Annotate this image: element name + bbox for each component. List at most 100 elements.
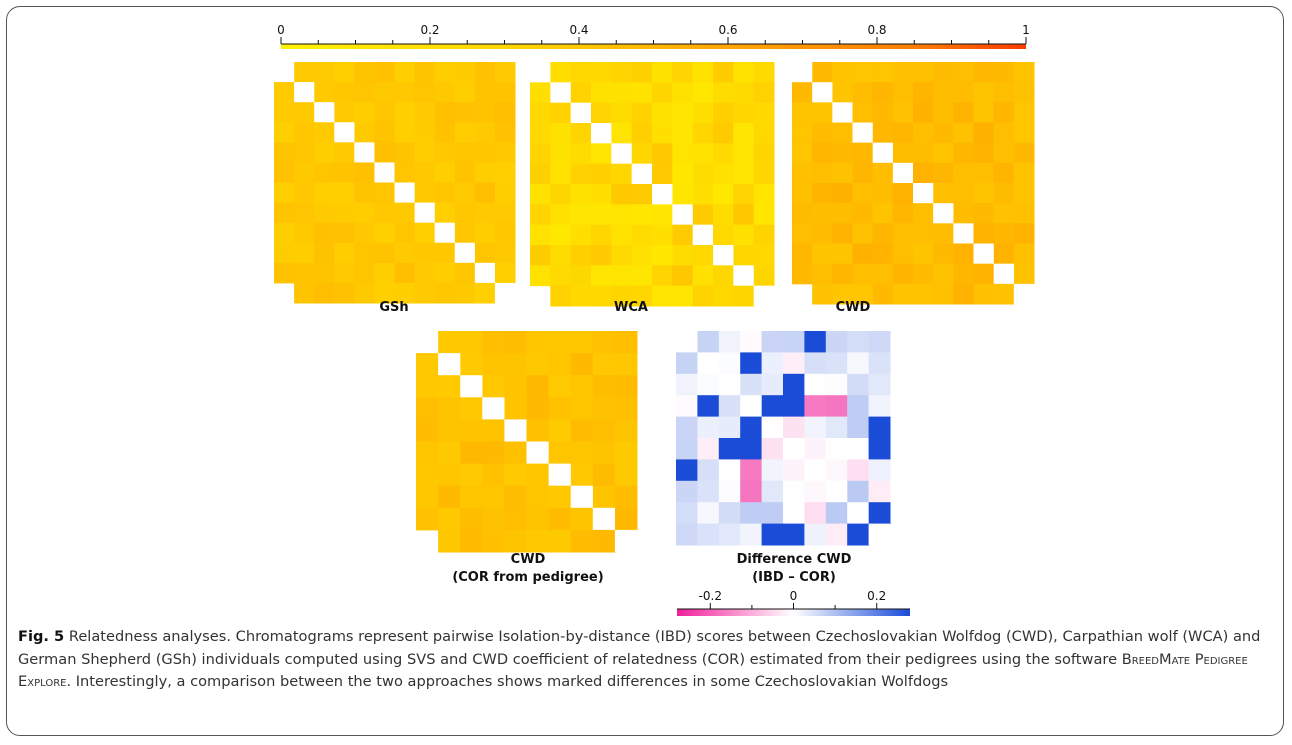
- heatmap-cell: [692, 163, 714, 185]
- heatmap-cell: [454, 162, 476, 183]
- heatmap-cell: [550, 102, 572, 124]
- heatmap-cell: [733, 102, 755, 124]
- heatmap-cell: [913, 162, 934, 184]
- heatmap-cell: [550, 265, 572, 287]
- heatmap-cell: [294, 242, 315, 264]
- heatmap-cell: [993, 183, 1015, 204]
- heatmap-cell: [652, 204, 673, 226]
- heatmap-cell: [692, 245, 714, 266]
- heatmap-cell: [832, 62, 853, 83]
- heatmap-cell: [892, 82, 914, 103]
- heatmap-cell: [718, 523, 741, 546]
- heatmap-cell: [832, 142, 853, 164]
- heatmap-cell: [548, 441, 572, 465]
- heatmap-cell: [548, 397, 572, 420]
- heatmap-cell: [852, 183, 874, 204]
- heatmap-cell: [697, 373, 720, 396]
- heatmap-cell: [416, 463, 439, 487]
- figure-caption: Fig. 5 Relatedness analyses. Chromatogra…: [18, 626, 1268, 694]
- heatmap-cell: [354, 122, 375, 143]
- heatmap-cell: [274, 122, 295, 143]
- heatmap-cell: [933, 283, 954, 305]
- heatmap-diagonal-cell: [761, 416, 783, 438]
- heatmap-diagonal-cell: [334, 122, 355, 143]
- heatmap-cell: [733, 184, 755, 205]
- heatmap-cell: [454, 142, 476, 163]
- heatmap-cell: [548, 419, 572, 442]
- heatmap-cell: [852, 223, 874, 244]
- heatmap-cell: [354, 242, 375, 264]
- heatmap-cell: [354, 222, 375, 244]
- heatmap-cell: [718, 438, 741, 460]
- heatmap-diagonal-cell: [892, 162, 913, 183]
- heatmap-cell: [933, 162, 954, 184]
- heatmap-cell: [526, 397, 550, 420]
- heatmap-cell: [733, 123, 755, 144]
- heatmap-cell: [804, 395, 827, 418]
- heatmap-cell: [474, 242, 496, 264]
- heatmap-cell: [792, 142, 813, 164]
- heatmap-cell: [274, 222, 295, 244]
- heatmap-cell: [274, 262, 295, 284]
- heatmap-cell: [993, 243, 1015, 265]
- heatmap-cell: [526, 507, 550, 531]
- heatmap-cell: [354, 62, 375, 83]
- heatmap-cell: [334, 62, 355, 83]
- heatmap-cell: [933, 82, 954, 103]
- heatmap-cell: [494, 202, 516, 224]
- heatmap-cell: [847, 523, 870, 546]
- heatmap-cell: [570, 441, 594, 465]
- heatmap-cell: [761, 502, 784, 525]
- heatmap-cell: [548, 353, 572, 376]
- heatmap-cell: [592, 441, 616, 465]
- heatmap-cell: [872, 243, 894, 265]
- heatmap-cell: [570, 62, 592, 83]
- heatmap-diagonal-cell: [804, 459, 826, 481]
- heatmap-diagonal-cell: [274, 62, 295, 83]
- heatmap-cell: [631, 285, 653, 307]
- heatmap-cell: [652, 62, 673, 83]
- heatmap-cell: [697, 395, 720, 418]
- heatmap-cell: [414, 142, 436, 163]
- heatmap-cell: [913, 102, 934, 123]
- heatmap-cell: [913, 283, 934, 305]
- heatmap-cell: [570, 353, 594, 376]
- heatmap-cell: [494, 182, 516, 204]
- heatmap-cell: [676, 480, 698, 503]
- heatmap-cell: [733, 163, 755, 185]
- heatmap-cell: [548, 507, 572, 531]
- heatmap-cell: [753, 265, 775, 287]
- heatmap-cell: [550, 184, 572, 205]
- heatmap-cell: [740, 373, 763, 396]
- heatmap-cell: [672, 163, 694, 185]
- heatmap-cell: [592, 529, 616, 553]
- heatmap-cell: [334, 162, 355, 183]
- colorbar-top-tick-label: 1: [1022, 23, 1030, 37]
- panel-label-cwd: CWD: [836, 300, 871, 315]
- heatmap-cell: [294, 62, 315, 83]
- heatmap-cell: [591, 265, 612, 287]
- heatmap-cell: [652, 143, 673, 165]
- heatmap-cell: [438, 397, 461, 420]
- heatmap-cell: [804, 416, 827, 439]
- heatmap-cell: [314, 222, 335, 244]
- panel-sublabel-cwd-cor: (COR from pedigree): [452, 570, 603, 585]
- heatmap-cell: [753, 204, 775, 226]
- heatmap-cell: [672, 143, 694, 165]
- heatmap-diagonal-cell: [676, 331, 698, 353]
- heatmap-cell: [697, 438, 720, 460]
- heatmap-cell: [374, 202, 395, 224]
- heatmap-cell: [294, 222, 315, 244]
- heatmap-cell: [832, 122, 853, 144]
- heatmap-cell: [740, 480, 763, 503]
- heatmap-cell: [676, 502, 698, 525]
- heatmap-cell: [868, 502, 891, 525]
- heatmap-diagonal-cell: [548, 463, 571, 486]
- heatmap-cell: [631, 184, 653, 205]
- heatmap-cell: [718, 331, 741, 353]
- heatmap-cell: [434, 142, 456, 163]
- heatmap-diagonal-cell: [454, 242, 475, 263]
- heatmap-diagonal-cell: [570, 485, 593, 508]
- heatmap-cell: [591, 224, 612, 246]
- heatmap-cell: [591, 245, 612, 266]
